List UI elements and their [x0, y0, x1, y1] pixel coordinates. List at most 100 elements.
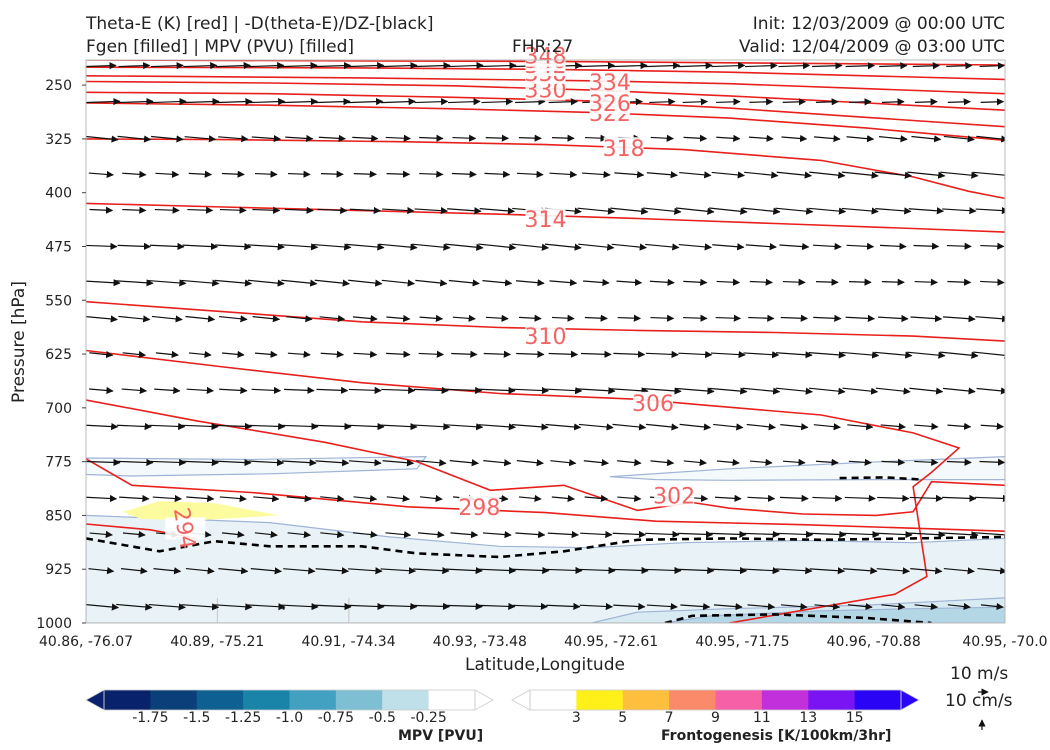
- theta-e-label-326: 326: [589, 92, 631, 117]
- wind-vector: [313, 422, 352, 431]
- x-tick-label: 40.96, -70.88: [827, 634, 921, 650]
- wind-vector: [518, 134, 542, 142]
- wind-vector: [679, 423, 712, 431]
- wind-vector: [676, 387, 715, 395]
- wind-vector: [881, 458, 906, 466]
- wind-vector: [412, 61, 451, 70]
- wind-vector: [281, 459, 317, 467]
- wind-vector: [848, 98, 872, 106]
- wind-vector: [914, 602, 939, 611]
- wind-vector: [975, 206, 1005, 215]
- dthetae-dz-segment-0: [839, 476, 923, 481]
- wind-vector: [86, 62, 117, 70]
- wind-vector: [88, 170, 114, 179]
- wind-vector: [478, 566, 517, 575]
- wind-vector: [86, 97, 121, 106]
- wind-vector: [452, 314, 476, 322]
- wind-vector: [251, 134, 281, 143]
- wind-vector: [577, 387, 616, 395]
- wind-vector: [280, 422, 319, 431]
- wind-vector: [576, 566, 616, 575]
- wind-vector: [809, 171, 846, 179]
- wind-vector: [386, 314, 411, 323]
- wind-vector: [979, 62, 1005, 70]
- wind-vector: [578, 423, 614, 431]
- wind-vector: [879, 62, 908, 70]
- wind-vector: [815, 458, 839, 466]
- wind-vector: [947, 278, 972, 286]
- wind-vector: [881, 98, 905, 106]
- wind-vector: [780, 314, 808, 322]
- wind-vector: [445, 602, 483, 611]
- colorbar-tick-label: 11: [753, 710, 771, 726]
- wind-vector: [617, 494, 642, 503]
- wind-vector: [877, 494, 910, 502]
- wind-vector: [946, 62, 973, 70]
- wind-vector: [683, 134, 708, 142]
- wind-vector: [313, 61, 352, 70]
- wind-vector: [779, 494, 809, 502]
- wind-vector: [617, 458, 642, 467]
- wind-vector: [943, 135, 975, 143]
- wind-vector: [89, 386, 114, 395]
- wind-vector: [151, 135, 184, 143]
- wind-vector: [841, 351, 880, 359]
- wind-vector: [544, 566, 583, 575]
- wind-vector: [676, 207, 715, 215]
- wind-vector: [779, 242, 810, 251]
- wind-vector: [353, 170, 377, 178]
- colorbar-swatch: [196, 690, 244, 710]
- wind-vector: [909, 387, 944, 395]
- y-axis-ticks: 250 325 400 475 550 625 700 775 850 925 1000: [36, 78, 86, 632]
- wind-vector: [150, 242, 185, 251]
- wind-vector: [613, 602, 646, 611]
- wind-vector: [346, 61, 385, 70]
- wind-vector: [449, 459, 479, 467]
- wind-vector: [315, 459, 350, 467]
- wind-vector: [907, 351, 946, 359]
- theta-e-label-bg-314: [525, 208, 566, 231]
- wind-vector: [845, 314, 876, 322]
- wind-vector: [122, 206, 147, 214]
- wind-vector: [122, 170, 147, 178]
- wind-vector: [578, 243, 615, 251]
- mpv-region-2: [609, 455, 1005, 481]
- wind-vector: [221, 170, 245, 178]
- wind-vector: [812, 62, 843, 70]
- wind-vector: [611, 243, 647, 251]
- wind-vector: [183, 62, 218, 70]
- wind-vector: [89, 206, 114, 214]
- colorbar-extend-left: [511, 689, 531, 711]
- wind-vector: [979, 458, 1005, 466]
- wind-vector: [649, 278, 675, 286]
- wind-vector: [248, 458, 285, 467]
- wind-vector: [485, 314, 509, 322]
- wind-vector: [451, 350, 478, 358]
- y-tick-label: 625: [45, 347, 72, 363]
- wind-vector: [644, 62, 681, 70]
- wind-vector: [748, 134, 774, 142]
- wind-vector: [382, 206, 415, 215]
- wind-vector: [186, 494, 215, 503]
- colorbar-tick-label: 15: [846, 710, 864, 726]
- colorbar-tick-label: 13: [799, 710, 817, 726]
- wind-vector: [150, 62, 184, 70]
- wind-vector: [940, 351, 979, 359]
- wind-vector: [512, 602, 549, 611]
- wind-vector: [775, 387, 813, 395]
- wind-vector: [710, 350, 746, 359]
- wind-vector: [940, 171, 979, 179]
- wind-vector: [320, 494, 345, 503]
- wind-vector: [89, 350, 114, 359]
- vector-key-label-cms: 10 cm/s: [945, 691, 1013, 711]
- wind-vector: [451, 170, 477, 178]
- terrain-dot: [282, 607, 285, 610]
- wind-vector: [117, 242, 152, 250]
- wind-vector: [583, 459, 609, 467]
- plot-frame: [85, 59, 1006, 624]
- wind-vector: [379, 243, 418, 251]
- wind-vector: [86, 494, 118, 503]
- wind-vector: [412, 602, 451, 611]
- y-tick-label: 850: [45, 508, 72, 524]
- wind-vector: [716, 458, 740, 467]
